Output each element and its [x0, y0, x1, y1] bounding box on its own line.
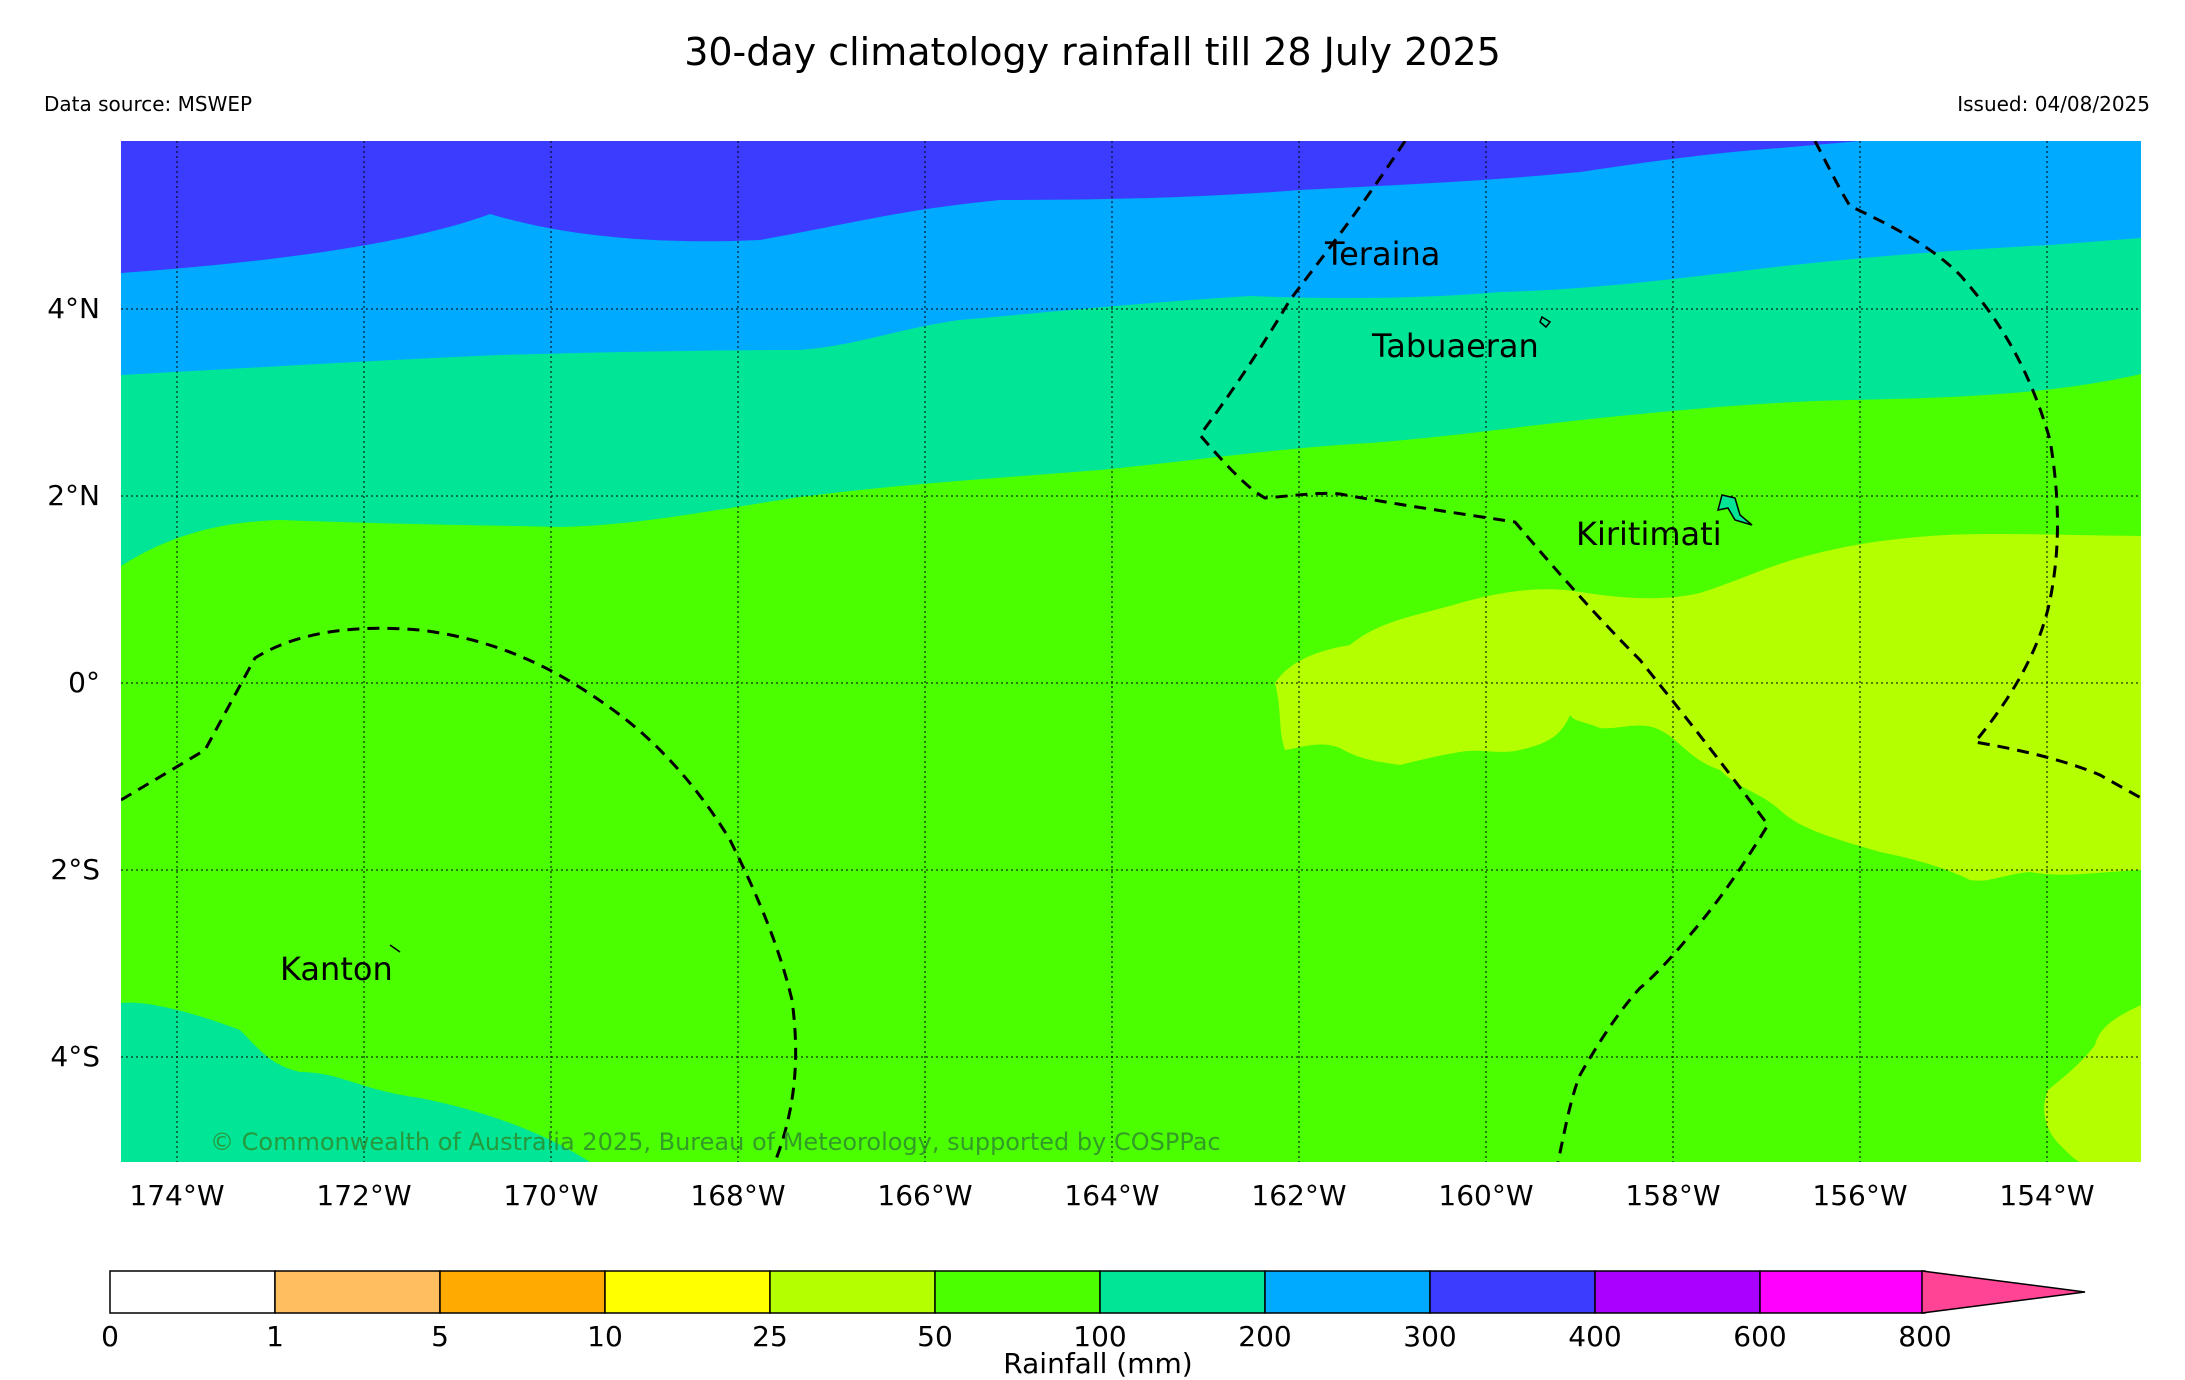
colorbar-cell — [1099, 1270, 1266, 1314]
place-label-tabuaeran: Tabuaeran — [1371, 327, 1539, 365]
place-label-teraina: Teraina — [1324, 235, 1440, 273]
rainfall-fields — [121, 141, 2141, 1162]
issued-date-label: Issued: 04/08/2025 — [1957, 92, 2150, 116]
colorbar-tick-label: 50 — [917, 1320, 953, 1353]
eez-boundary-line-north — [1198, 141, 1770, 1162]
colorbar-cell — [769, 1270, 936, 1314]
graticule — [121, 141, 2141, 1162]
lon-label: 168°W — [690, 1179, 785, 1212]
lon-label: 164°W — [1064, 1179, 1159, 1212]
colorbar-cells — [109, 1270, 1926, 1314]
colorbar-tick-label: 100 — [1073, 1320, 1126, 1353]
colorbar-tick-label: 600 — [1733, 1320, 1786, 1353]
colorbar-tick-label: 0 — [101, 1320, 119, 1353]
colorbar-tick-label: 10 — [587, 1320, 623, 1353]
colorbar-cell — [109, 1270, 276, 1314]
lat-label: 2°S — [50, 853, 100, 886]
copyright-notice: © Commonwealth of Australia 2025, Bureau… — [210, 1128, 1221, 1156]
lon-label: 172°W — [316, 1179, 411, 1212]
lon-label: 154°W — [1999, 1179, 2094, 1212]
lon-label: 166°W — [877, 1179, 972, 1212]
lon-label: 158°W — [1625, 1179, 1720, 1212]
lat-label: 4°S — [50, 1040, 100, 1073]
colorbar-extend-arrow — [1921, 1270, 2086, 1314]
colorbar-cell — [934, 1270, 1101, 1314]
lon-axis-labels: 174°W 172°W 170°W 168°W 166°W 164°W 162°… — [129, 1179, 2094, 1212]
eez-boundaries — [121, 141, 2141, 1162]
colorbar-tick-label: 300 — [1403, 1320, 1456, 1353]
lon-label: 170°W — [503, 1179, 598, 1212]
colorbar-tick-label: 400 — [1568, 1320, 1621, 1353]
data-source-label: Data source: MSWEP — [44, 92, 253, 116]
colorbar-cell — [604, 1270, 771, 1314]
colorbar-tick-label: 800 — [1898, 1320, 1951, 1353]
lat-axis-labels: 4°N 2°N 0° 2°S 4°S — [47, 292, 100, 1073]
colorbar-tick-label: 1 — [266, 1320, 284, 1353]
field-100-200-sw — [121, 1002, 590, 1162]
lat-label: 4°N — [47, 292, 100, 325]
colorbar: 0 1 5 10 25 50 100 200 300 400 600 800 Rainfall (mm… — [101, 1270, 2086, 1380]
map-title: 30-day climatology rainfall till 28 July… — [684, 30, 1501, 74]
colorbar-tick-labels: 0 1 5 10 25 50 100 200 300 400 600 800 — [101, 1320, 1952, 1353]
place-label-kanton: Kanton — [280, 950, 393, 988]
lon-label: 160°W — [1438, 1179, 1533, 1212]
tabuaeran-island — [1539, 315, 1552, 329]
field-25-50-east — [1275, 533, 2141, 881]
colorbar-tick-label: 200 — [1238, 1320, 1291, 1353]
place-label-kiritimati: Kiritimati — [1576, 515, 1722, 553]
field-50-100 — [121, 374, 2141, 1162]
lon-label: 156°W — [1812, 1179, 1907, 1212]
colorbar-cell — [1264, 1270, 1431, 1314]
colorbar-tick-label: 5 — [431, 1320, 449, 1353]
colorbar-cell — [1594, 1270, 1761, 1314]
lon-label: 174°W — [129, 1179, 224, 1212]
field-25-50-se — [2044, 1005, 2141, 1162]
eez-boundary-line-east — [1813, 141, 2141, 800]
colorbar-cell — [1759, 1270, 1926, 1314]
lon-label: 162°W — [1251, 1179, 1346, 1212]
kanton-island — [389, 944, 401, 953]
colorbar-cell — [439, 1270, 606, 1314]
eez-boundary-phoenix — [121, 626, 798, 1162]
colorbar-title: Rainfall (mm) — [1003, 1347, 1192, 1380]
lat-label: 2°N — [47, 479, 100, 512]
island-outlines — [389, 315, 1753, 953]
colorbar-cell — [274, 1270, 441, 1314]
kiritimati-island — [1716, 494, 1753, 526]
colorbar-cell — [1429, 1270, 1596, 1314]
colorbar-tick-label: 25 — [752, 1320, 788, 1353]
lat-label: 0° — [68, 666, 100, 699]
